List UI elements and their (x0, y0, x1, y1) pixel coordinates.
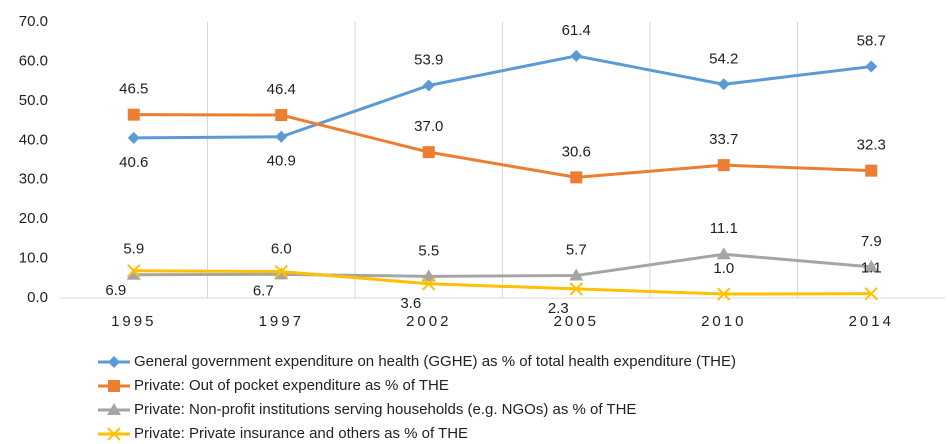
data-label: 33.7 (709, 131, 738, 148)
marker (570, 171, 583, 184)
marker (569, 268, 584, 281)
series-line (133, 252, 872, 278)
x-tick-label: 2002 (406, 313, 451, 330)
data-label: 32.3 (857, 137, 886, 154)
marker (570, 49, 583, 62)
y-tick-label: 50.0 (19, 92, 48, 109)
y-tick-label: 0.0 (27, 289, 48, 306)
marker (422, 146, 435, 159)
marker (127, 264, 141, 278)
marker (107, 427, 121, 441)
marker (717, 287, 731, 301)
marker (421, 269, 436, 282)
marker (107, 403, 121, 415)
data-label: 6.7 (253, 283, 274, 300)
data-label: 37.0 (414, 118, 443, 135)
marker (275, 130, 288, 143)
x-tick-label: 2014 (849, 313, 894, 330)
data-label: 61.4 (562, 22, 591, 39)
data-label: 40.9 (267, 153, 296, 170)
data-label: 6.0 (271, 240, 292, 257)
data-label: 40.6 (119, 154, 148, 171)
marker (865, 164, 878, 177)
legend-label: Private: Private insurance and others as… (134, 425, 468, 442)
marker (126, 267, 141, 280)
data-label: 11.1 (710, 220, 738, 237)
data-label: 54.2 (709, 50, 738, 67)
marker (865, 60, 878, 73)
marker (108, 380, 120, 392)
marker (717, 159, 730, 172)
data-label: 30.6 (562, 143, 591, 160)
legend-label: Private: Non-profit institutions serving… (134, 401, 636, 418)
marker (274, 264, 288, 279)
x-tick-label: 2010 (701, 313, 746, 330)
data-label: 46.4 (267, 81, 296, 98)
y-tick-label: 10.0 (19, 250, 48, 267)
marker (127, 108, 140, 121)
series-line (133, 113, 872, 179)
y-tick-label: 40.0 (19, 131, 48, 148)
marker (275, 109, 288, 122)
series-line (133, 54, 872, 140)
legend-label: Private: Out of pocket expenditure as % … (134, 377, 449, 394)
y-tick-label: 20.0 (19, 210, 48, 227)
marker (864, 286, 878, 301)
data-label: 5.7 (566, 241, 587, 258)
y-tick-label: 60.0 (19, 52, 48, 69)
x-tick-label: 2005 (554, 313, 599, 330)
data-label: 6.9 (105, 282, 126, 299)
x-tick-label: 1997 (259, 313, 304, 330)
marker (108, 356, 120, 368)
legend-label: General government expenditure on health… (134, 353, 736, 370)
data-label: 7.9 (861, 233, 882, 250)
data-label: 53.9 (414, 51, 443, 68)
series-line (133, 269, 872, 296)
marker (864, 259, 879, 272)
data-label: 1.0 (713, 260, 734, 277)
data-label: 5.5 (418, 242, 439, 259)
data-label: 3.6 (400, 295, 421, 312)
marker (422, 277, 436, 291)
data-label: 1.1 (861, 260, 882, 277)
y-tick-label: 30.0 (19, 171, 48, 188)
marker (127, 131, 140, 144)
marker (422, 79, 435, 92)
data-label: 46.5 (119, 81, 148, 98)
data-label: 5.9 (123, 241, 144, 258)
marker (717, 78, 730, 91)
data-label: 58.7 (857, 33, 886, 50)
x-tick-label: 1995 (111, 313, 156, 330)
marker (716, 247, 731, 260)
data-label: 2.3 (548, 300, 569, 317)
marker (569, 282, 583, 296)
y-tick-label: 70.0 (19, 13, 48, 30)
